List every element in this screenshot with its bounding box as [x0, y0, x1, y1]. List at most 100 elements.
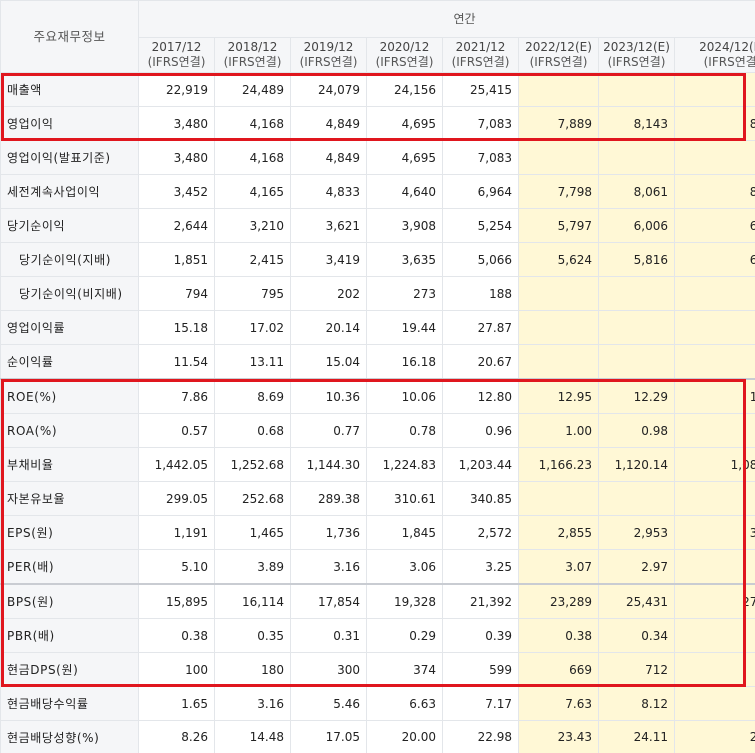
value-cell: 22.98 — [442, 720, 519, 753]
value-cell: 3,089 — [673, 515, 755, 550]
value-cell: 12.29 — [598, 378, 675, 414]
value-cell: 310.61 — [366, 481, 443, 516]
value-cell: 100 — [138, 652, 215, 687]
value-cell: 2,572 — [442, 515, 519, 550]
value-cell: 1,442.05 — [138, 447, 215, 482]
value-cell: 11.54 — [138, 344, 215, 380]
value-cell — [598, 310, 675, 345]
value-cell — [518, 72, 599, 107]
period-year: 2021/12 — [455, 40, 506, 54]
table-row: 당기순이익(지배) 1,851 2,415 3,419 3,635 5,066 5,624 5… — [0, 242, 755, 277]
table-row: 당기순이익(비지배) 794 795 202 273 188 — [0, 276, 755, 311]
value-cell: 5,797 — [518, 208, 599, 243]
value-cell: 1,166.23 — [518, 447, 599, 482]
value-cell: 188 — [442, 276, 519, 311]
value-cell: 23.43 — [518, 720, 599, 753]
value-cell: 10.36 — [290, 378, 367, 414]
value-cell: 16.18 — [366, 344, 443, 380]
period-basis: (IFRS연결) — [147, 55, 206, 69]
value-cell: 3,635 — [366, 242, 443, 277]
value-cell — [598, 276, 675, 311]
value-cell: 5,066 — [442, 242, 519, 277]
value-cell — [598, 481, 675, 516]
period-header: 2017/12 (IFRS연결) — [138, 37, 215, 73]
value-cell: 0.77 — [290, 413, 367, 448]
value-cell: 4,640 — [366, 174, 443, 209]
value-cell: 7,083 — [442, 106, 519, 141]
value-cell: 0.31 — [290, 618, 367, 653]
value-cell: 20.14 — [290, 310, 367, 345]
value-cell: 4,168 — [214, 140, 291, 175]
value-cell: 11.78 — [673, 378, 755, 414]
value-cell: 4,695 — [366, 140, 443, 175]
value-cell: 17.02 — [214, 310, 291, 345]
row-label: ROA(%) — [0, 413, 139, 448]
value-cell: 6,964 — [442, 174, 519, 209]
value-cell: 0.39 — [442, 618, 519, 653]
value-cell: 374 — [366, 652, 443, 687]
value-cell: 25,431 — [598, 583, 675, 619]
table-row: 매출액 22,919 24,489 24,079 24,156 25,415 — [0, 72, 755, 107]
row-label: 현금DPS(원) — [0, 652, 139, 687]
table-row: PBR(배)0.380.350.310.290.390.380.340.32 — [0, 618, 755, 653]
period-basis: (IFRS연결) — [223, 55, 282, 69]
value-cell: 0.38 — [138, 618, 215, 653]
value-cell: 1,203.44 — [442, 447, 519, 482]
value-cell: 27,716 — [673, 583, 755, 619]
value-cell — [673, 344, 755, 380]
value-cell: 8.69 — [214, 378, 291, 414]
value-cell: 0.78 — [366, 413, 443, 448]
value-cell: 16,114 — [214, 583, 291, 619]
period-basis: (IFRS연결) — [529, 55, 588, 69]
value-cell: 24,489 — [214, 72, 291, 107]
value-cell: 3,621 — [290, 208, 367, 243]
table-row: 자본유보율 299.05 252.68 289.38 310.61 340.85 — [0, 481, 755, 516]
value-cell: 2,415 — [214, 242, 291, 277]
value-cell: 2,644 — [138, 208, 215, 243]
value-cell: 1,851 — [138, 242, 215, 277]
table-row: 순이익률 11.54 13.11 15.04 16.18 20.67 — [0, 344, 755, 380]
value-cell: 1,845 — [366, 515, 443, 550]
row-label: 매출액 — [0, 72, 139, 107]
value-cell: 599 — [442, 652, 519, 687]
value-cell: 15.04 — [290, 344, 367, 380]
value-cell: 0.35 — [214, 618, 291, 653]
value-cell — [598, 344, 675, 380]
value-cell: 795 — [214, 276, 291, 311]
value-cell: 0.68 — [214, 413, 291, 448]
value-cell: 2.84 — [673, 549, 755, 585]
value-cell — [518, 344, 599, 380]
value-cell: 4,168 — [214, 106, 291, 141]
row-label: 영업이익 — [0, 106, 139, 141]
value-cell: 180 — [214, 652, 291, 687]
value-cell: 8.12 — [598, 686, 675, 721]
value-cell — [598, 72, 675, 107]
value-cell: 3,452 — [138, 174, 215, 209]
table-row: ROE(%) 7.86 8.69 10.36 10.06 12.80 12.95 12.29 1… — [0, 378, 755, 414]
value-cell: 8,061 — [598, 174, 675, 209]
value-cell: 2,953 — [598, 515, 675, 550]
value-cell: 712 — [598, 652, 675, 687]
period-header: 2018/12 (IFRS연결) — [214, 37, 291, 73]
value-cell: 8.26 — [138, 720, 215, 753]
value-cell: 202 — [290, 276, 367, 311]
period-year: 2022/12(E) — [525, 40, 592, 54]
value-cell: 1,465 — [214, 515, 291, 550]
value-cell: 6,084 — [673, 242, 755, 277]
value-cell: 3.25 — [442, 549, 519, 585]
value-cell: 739 — [673, 652, 755, 687]
table-row: 영업이익(발표기준) 3,480 4,168 4,849 4,695 7,083 — [0, 140, 755, 175]
value-cell: 3,210 — [214, 208, 291, 243]
table-row: EPS(원) 1,191 1,465 1,736 1,845 2,572 2,855 2,95… — [0, 515, 755, 550]
value-cell: 5,254 — [442, 208, 519, 243]
value-cell: 6.63 — [366, 686, 443, 721]
value-cell: 1,736 — [290, 515, 367, 550]
value-cell: 21,392 — [442, 583, 519, 619]
value-cell: 300 — [290, 652, 367, 687]
row-label: 세전계속사업이익 — [0, 174, 139, 209]
item-column-header: 주요재무정보 — [0, 0, 139, 73]
row-label: EPS(원) — [0, 515, 139, 550]
value-cell — [518, 310, 599, 345]
